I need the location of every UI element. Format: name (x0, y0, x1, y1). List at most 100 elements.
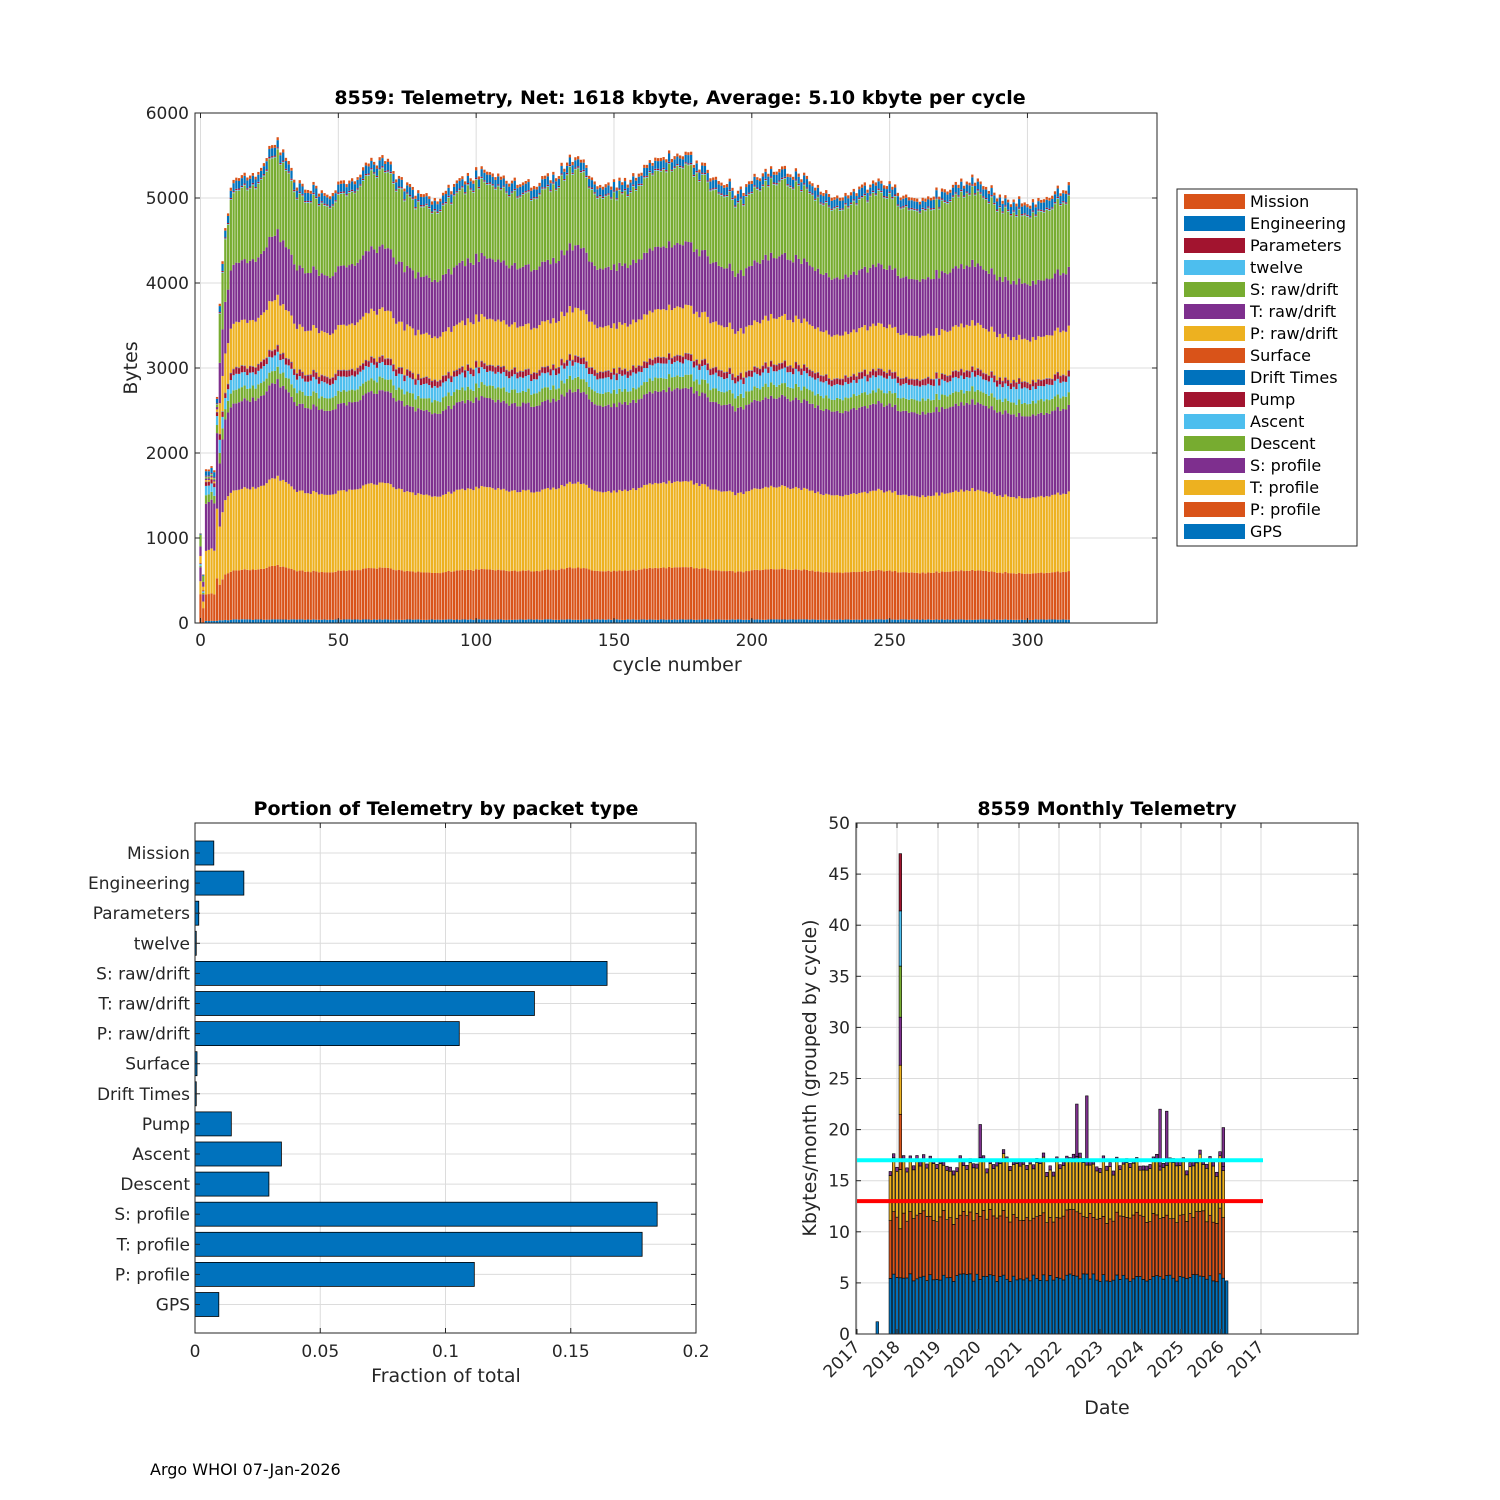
top-bar-segment (262, 485, 266, 569)
top-bar-segment (488, 184, 492, 259)
top-bar-segment (957, 195, 960, 197)
top-bar-segment (855, 204, 858, 206)
top-bar-segment (946, 201, 949, 204)
top-bar-segment (632, 619, 635, 623)
top-bar-segment (315, 198, 318, 270)
top-bar-segment (825, 571, 828, 620)
top-bar-segment (679, 167, 682, 168)
top-bar-segment (808, 191, 811, 193)
top-bar-segment (215, 409, 219, 412)
top-bar-segment (615, 571, 618, 620)
top-bar-segment (458, 178, 461, 181)
top-bar-segment (466, 488, 470, 570)
top-bar-segment (780, 368, 784, 384)
top-bar-segment (786, 372, 789, 387)
top-bar-segment (869, 404, 872, 492)
top-bar-segment (375, 568, 379, 620)
top-bar-segment (706, 486, 709, 569)
top-bar-segment (866, 200, 869, 202)
top-bar-segment (232, 192, 235, 194)
top-bar-segment (745, 372, 748, 378)
top-bar-segment (667, 619, 671, 623)
top-bar-segment (819, 331, 822, 375)
top-bar-segment (957, 268, 960, 327)
top-bar-segment (565, 172, 569, 175)
top-bar-segment (656, 246, 660, 309)
top-bar-segment (1023, 214, 1026, 216)
top-bar-segment (918, 381, 922, 387)
top-bar-segment (739, 198, 742, 200)
top-bar-segment (742, 276, 745, 334)
top-bar-segment (924, 210, 927, 212)
top-bar-segment (1007, 280, 1010, 337)
top-bar-segment (472, 191, 475, 193)
top-bar-segment (226, 384, 230, 390)
top-bar-segment (395, 369, 398, 376)
top-bar-segment (714, 570, 718, 620)
top-bar-segment (874, 195, 877, 268)
top-bar-segment (946, 382, 949, 397)
top-bar-segment (530, 187, 533, 191)
top-bar-segment (436, 573, 439, 620)
top-bar-segment (971, 399, 974, 489)
top-bar-segment (477, 179, 481, 187)
top-bar-segment (894, 378, 897, 394)
top-bar-segment (855, 274, 858, 333)
top-bar-segment (990, 619, 993, 623)
top-bar-segment (543, 367, 547, 374)
top-bar-segment (750, 191, 753, 193)
top-bar-segment (863, 570, 866, 620)
top-bar-segment (841, 400, 844, 414)
top-bar-segment (723, 197, 726, 269)
top-bar-segment (350, 619, 354, 623)
top-bar-segment (916, 572, 919, 620)
top-bar-segment (452, 194, 456, 196)
top-bar-segment (425, 619, 428, 623)
top-bar-segment (687, 305, 690, 353)
top-bar-segment (276, 294, 279, 345)
top-bar-segment (968, 391, 971, 405)
top-bar-segment (701, 165, 704, 173)
top-bar-segment (339, 265, 343, 325)
top-bar-segment (910, 210, 913, 279)
top-bar-segment (943, 272, 946, 331)
top-bar-segment (940, 379, 944, 395)
top-bar-segment (731, 190, 734, 198)
top-bar-segment (690, 566, 693, 620)
top-bar-segment (899, 209, 902, 279)
top-bar-segment (298, 324, 301, 369)
top-bar-segment (260, 368, 263, 384)
top-bar-segment (929, 572, 933, 620)
top-bar-segment (1007, 496, 1010, 574)
top-bar-segment (960, 402, 963, 490)
top-bar-segment (260, 170, 263, 178)
top-bar-segment (811, 403, 814, 491)
top-bar-segment (207, 594, 210, 622)
top-bar-segment (891, 372, 894, 379)
top-bar-segment (204, 594, 208, 621)
top-bar-segment (927, 412, 930, 496)
top-bar-segment (800, 323, 803, 368)
top-bar-segment (1015, 216, 1018, 218)
top-bar-segment (871, 490, 875, 571)
top-bar-segment (690, 151, 693, 155)
top-bar-segment (543, 400, 547, 489)
top-bar-segment (645, 314, 649, 362)
top-bar-segment (847, 619, 850, 623)
top-bar-segment (298, 191, 301, 193)
top-bar-segment (673, 481, 676, 568)
top-bar-segment (590, 619, 594, 623)
top-bar-segment (1053, 410, 1057, 495)
top-bar-segment (408, 371, 412, 378)
top-bar-segment (866, 272, 869, 331)
top-bar-segment (510, 570, 514, 620)
top-bar-segment (378, 357, 381, 364)
top-bar-segment (764, 180, 767, 255)
top-bar-segment (210, 479, 213, 484)
top-bar-segment (433, 413, 436, 497)
top-bar-segment (618, 262, 621, 323)
top-bar-segment (436, 338, 439, 381)
top-bar-segment (1034, 383, 1037, 390)
top-bar-segment (996, 337, 999, 381)
top-bar-segment (596, 186, 599, 190)
